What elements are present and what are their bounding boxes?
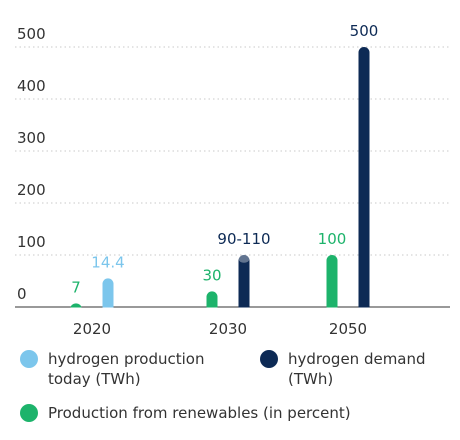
y-tick-label: 0 bbox=[17, 285, 27, 303]
y-tick-label: 200 bbox=[17, 181, 46, 199]
x-axis: 2020 2030 2050 bbox=[73, 320, 367, 338]
bar bbox=[206, 291, 218, 313]
data-label: 14.4 bbox=[91, 253, 124, 271]
y-tick-label: 300 bbox=[17, 129, 46, 147]
bar bbox=[102, 278, 114, 313]
data-label: 90-110 bbox=[217, 230, 270, 248]
data-label: 30 bbox=[202, 266, 221, 284]
y-tick-label: 100 bbox=[17, 233, 46, 251]
data-label: 100 bbox=[318, 230, 347, 248]
baseline-mask bbox=[0, 307, 460, 316]
data-label: 500 bbox=[350, 22, 379, 40]
y-axis: 0 100 200 300 400 500 bbox=[17, 25, 46, 303]
data-label: 7 bbox=[71, 278, 81, 296]
bars: 7 30 100 14.4 90-110 500 bbox=[0, 22, 460, 316]
bar bbox=[326, 255, 338, 313]
category-label: 2050 bbox=[329, 320, 367, 338]
y-tick-label: 500 bbox=[17, 25, 46, 43]
bar bbox=[238, 255, 250, 313]
bar bbox=[358, 47, 370, 313]
grid bbox=[15, 46, 450, 308]
y-tick-label: 400 bbox=[17, 77, 46, 95]
bar-range-shade bbox=[238, 255, 250, 263]
category-label: 2030 bbox=[209, 320, 247, 338]
category-label: 2020 bbox=[73, 320, 111, 338]
